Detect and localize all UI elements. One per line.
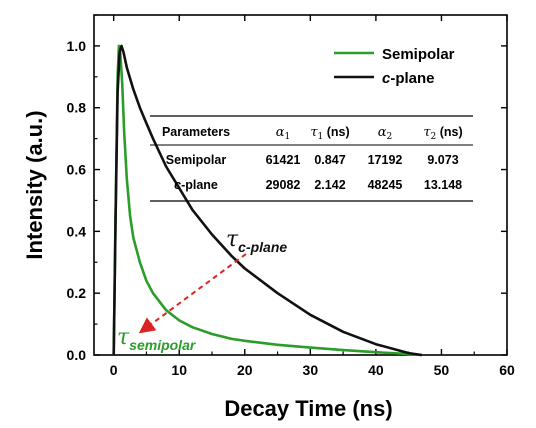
table-row-label: Semipolar xyxy=(166,153,227,167)
series-line-c-plane xyxy=(112,44,422,357)
x-tick-label: 60 xyxy=(499,362,515,378)
x-tick-label: 0 xyxy=(110,362,118,378)
plot-frame xyxy=(93,14,508,356)
table-cell: 29082 xyxy=(266,178,301,192)
x-tick-label: 30 xyxy=(303,362,319,378)
table-cell: 9.073 xyxy=(427,153,458,167)
table-header: α2 xyxy=(378,125,393,142)
table-cell: 48245 xyxy=(368,178,403,192)
y-tick-label: 0.0 xyxy=(67,347,87,363)
y-axis-title: Intensity (a.u.) xyxy=(22,110,47,259)
y-tick-label: 0.6 xyxy=(67,162,87,178)
table-header: Parameters xyxy=(162,125,230,139)
annotation-tau-c-plane: τc-plane xyxy=(226,227,287,255)
table-header: α1 xyxy=(276,125,291,142)
table-cell: 61421 xyxy=(266,153,301,167)
x-tick-label: 40 xyxy=(368,362,384,378)
x-tick-label: 10 xyxy=(171,362,187,378)
annotation-arrow xyxy=(138,253,247,334)
table-header: τ1 (ns) xyxy=(310,125,349,142)
table-cell: 0.847 xyxy=(314,153,345,167)
table-header: τ2 (ns) xyxy=(423,125,462,142)
legend-label: c-plane xyxy=(382,70,435,87)
x-tick-label: 20 xyxy=(237,362,253,378)
table-row-label: c-plane xyxy=(174,178,218,192)
x-tick-label: 50 xyxy=(434,362,450,378)
table-cell: 13.148 xyxy=(424,178,462,192)
annotation-tau-semipolar: τsemipolar xyxy=(117,325,197,353)
y-tick-label: 0.2 xyxy=(67,285,87,301)
legend-label: Semipolar xyxy=(382,46,455,63)
table-cell: 2.142 xyxy=(314,178,345,192)
x-axis-title: Decay Time (ns) xyxy=(224,396,392,421)
y-tick-label: 1.0 xyxy=(67,38,87,54)
table-cell: 17192 xyxy=(368,153,403,167)
y-tick-label: 0.8 xyxy=(67,100,87,116)
y-tick-label: 0.4 xyxy=(67,223,87,239)
